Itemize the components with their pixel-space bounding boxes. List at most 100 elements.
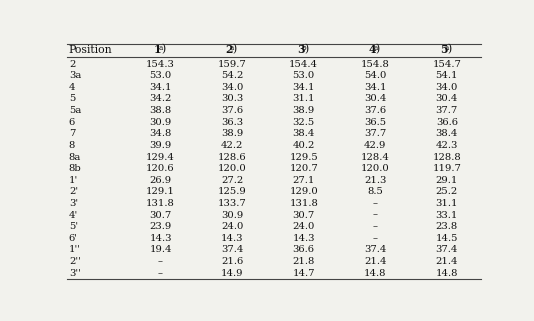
Text: 37.6: 37.6 [364, 106, 386, 115]
Text: 30.3: 30.3 [221, 94, 243, 103]
Text: 29.1: 29.1 [436, 176, 458, 185]
Text: 42.2: 42.2 [221, 141, 244, 150]
Text: 1'': 1'' [69, 246, 81, 255]
Text: –: – [158, 257, 163, 266]
Text: 38.4: 38.4 [293, 129, 315, 138]
Text: 54.1: 54.1 [436, 71, 458, 80]
Text: 34.8: 34.8 [150, 129, 171, 138]
Text: 37.6: 37.6 [221, 106, 243, 115]
Text: 120.0: 120.0 [361, 164, 390, 173]
Text: 3': 3' [69, 199, 78, 208]
Text: a: a [159, 44, 163, 52]
Text: 154.4: 154.4 [289, 60, 318, 69]
Text: 30.4: 30.4 [364, 94, 387, 103]
Text: 120.6: 120.6 [146, 164, 175, 173]
Text: 8: 8 [69, 141, 75, 150]
Text: 3a: 3a [69, 71, 81, 80]
Text: 54.2: 54.2 [221, 71, 244, 80]
Text: a: a [230, 44, 234, 52]
Text: 23.9: 23.9 [150, 222, 171, 231]
Text: 4: 4 [368, 44, 376, 55]
Text: 21.4: 21.4 [436, 257, 458, 266]
Text: 14.8: 14.8 [436, 269, 458, 278]
Text: 14.5: 14.5 [436, 234, 458, 243]
Text: 128.4: 128.4 [361, 152, 390, 161]
Text: 14.3: 14.3 [293, 234, 315, 243]
Text: 25.2: 25.2 [436, 187, 458, 196]
Text: 14.3: 14.3 [149, 234, 172, 243]
Text: 53.0: 53.0 [150, 71, 171, 80]
Text: 24.0: 24.0 [221, 222, 244, 231]
Text: 37.4: 37.4 [221, 246, 244, 255]
Text: 154.7: 154.7 [433, 60, 461, 69]
Text: 36.5: 36.5 [364, 118, 386, 127]
Text: ): ) [304, 44, 308, 55]
Text: 5: 5 [440, 44, 448, 55]
Text: 5': 5' [69, 222, 78, 231]
Text: 7: 7 [69, 129, 75, 138]
Text: 129.4: 129.4 [146, 152, 175, 161]
Text: 36.6: 36.6 [436, 118, 458, 127]
Text: 131.8: 131.8 [146, 199, 175, 208]
Text: 34.1: 34.1 [149, 83, 172, 92]
Text: 4: 4 [69, 83, 75, 92]
Text: 27.1: 27.1 [293, 176, 315, 185]
Text: 38.4: 38.4 [436, 129, 458, 138]
Text: 39.9: 39.9 [150, 141, 171, 150]
Text: –: – [158, 269, 163, 278]
Text: 6: 6 [69, 118, 75, 127]
Text: 23.8: 23.8 [436, 222, 458, 231]
Text: a: a [445, 44, 449, 52]
Text: –: – [373, 211, 378, 220]
Text: 154.3: 154.3 [146, 60, 175, 69]
Text: –: – [373, 234, 378, 243]
Text: 4': 4' [69, 211, 78, 220]
Text: 34.0: 34.0 [436, 83, 458, 92]
Text: 119.7: 119.7 [433, 164, 461, 173]
Text: 129.5: 129.5 [289, 152, 318, 161]
Text: 129.0: 129.0 [289, 187, 318, 196]
Text: ): ) [161, 44, 165, 55]
Text: Position: Position [69, 45, 113, 55]
Text: 2: 2 [69, 60, 75, 69]
Text: 27.2: 27.2 [221, 176, 243, 185]
Text: 26.9: 26.9 [150, 176, 171, 185]
Text: 120.0: 120.0 [218, 164, 247, 173]
Text: 133.7: 133.7 [218, 199, 247, 208]
Text: 42.9: 42.9 [364, 141, 387, 150]
Text: 125.9: 125.9 [218, 187, 247, 196]
Text: 3'': 3'' [69, 269, 81, 278]
Text: 128.6: 128.6 [218, 152, 246, 161]
Text: 2': 2' [69, 187, 78, 196]
Text: 3: 3 [297, 44, 305, 55]
Text: 34.1: 34.1 [293, 83, 315, 92]
Text: 36.3: 36.3 [221, 118, 243, 127]
Text: 1': 1' [69, 176, 78, 185]
Text: 19.4: 19.4 [149, 246, 172, 255]
Text: 37.7: 37.7 [364, 129, 387, 138]
Text: 8.5: 8.5 [367, 187, 383, 196]
Text: 37.4: 37.4 [364, 246, 387, 255]
Text: 37.7: 37.7 [436, 106, 458, 115]
Text: 31.1: 31.1 [436, 199, 458, 208]
Text: 30.7: 30.7 [150, 211, 171, 220]
Text: 8a: 8a [69, 152, 81, 161]
Text: 30.4: 30.4 [436, 94, 458, 103]
Text: 21.4: 21.4 [364, 257, 387, 266]
Text: 14.7: 14.7 [293, 269, 315, 278]
Text: 40.2: 40.2 [293, 141, 315, 150]
Text: 33.1: 33.1 [436, 211, 458, 220]
Text: 42.3: 42.3 [436, 141, 458, 150]
Text: 24.0: 24.0 [293, 222, 315, 231]
Text: 37.4: 37.4 [436, 246, 458, 255]
Text: 34.2: 34.2 [150, 94, 171, 103]
Text: 30.9: 30.9 [150, 118, 171, 127]
Text: 129.1: 129.1 [146, 187, 175, 196]
Text: 1: 1 [154, 44, 161, 55]
Text: 6': 6' [69, 234, 78, 243]
Text: 8b: 8b [69, 164, 82, 173]
Text: 5: 5 [69, 94, 75, 103]
Text: 30.7: 30.7 [293, 211, 315, 220]
Text: b: b [302, 44, 306, 52]
Text: 131.8: 131.8 [289, 199, 318, 208]
